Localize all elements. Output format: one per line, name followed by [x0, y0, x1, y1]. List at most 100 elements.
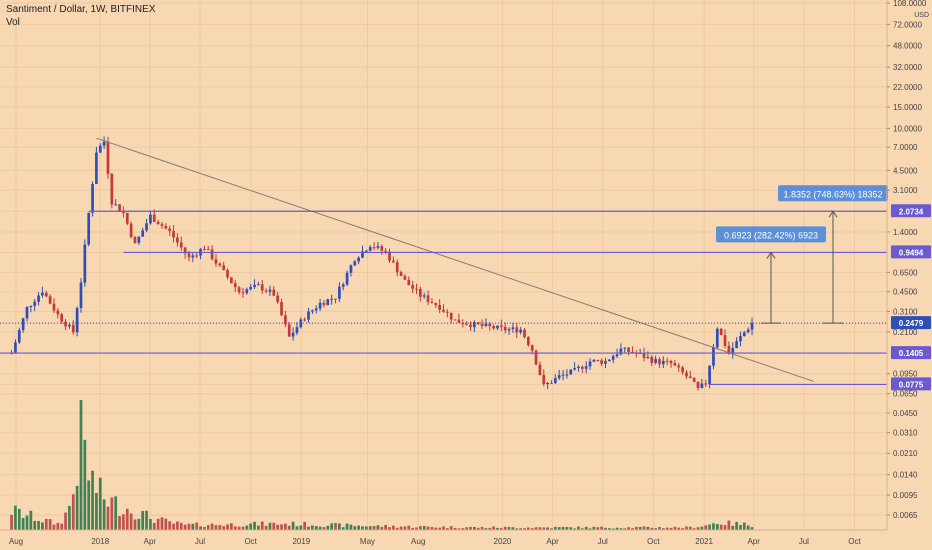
volume-indicator-label[interactable]: Vol: [6, 17, 20, 28]
candle-body: [376, 246, 380, 248]
volume-bar: [638, 526, 642, 530]
measure-label-box: [778, 185, 888, 202]
volume-bar: [71, 494, 75, 530]
volume-bar: [79, 400, 83, 530]
price-tick-label: 72.0000: [893, 20, 922, 29]
candle-body: [727, 346, 731, 354]
time-tick-label: Oct: [244, 537, 257, 546]
volume-bar: [415, 527, 418, 530]
volume-bar: [642, 526, 646, 530]
candle-body: [681, 367, 684, 373]
volume-bar: [226, 524, 229, 530]
candle-body: [307, 311, 310, 320]
candle-body: [133, 236, 137, 243]
volume-bar: [419, 526, 422, 530]
candle-body: [534, 350, 538, 365]
candle-body: [10, 353, 13, 355]
candle-body: [499, 325, 503, 327]
candle-body: [237, 287, 241, 293]
price-axis-badge: [891, 316, 931, 330]
volume-bar: [623, 528, 627, 530]
volume-bar: [318, 526, 322, 530]
volume-bar: [403, 526, 407, 530]
volume-bar: [95, 493, 98, 530]
candle-body: [280, 302, 283, 316]
volume-bar: [179, 522, 183, 530]
candle-body: [457, 319, 461, 323]
volume-bar: [191, 523, 195, 530]
candle-body: [546, 382, 549, 385]
volume-bar: [384, 524, 388, 530]
time-axis: Aug 2018 Apr Jul Oct 2019 May Aug 2020 Apr Jul Oct 2…: [0, 529, 887, 546]
price-tick-label: 4.5000: [893, 166, 918, 175]
candle-body: [419, 288, 422, 297]
volume-bar: [311, 525, 314, 530]
candle-body: [596, 359, 600, 361]
volume-bar: [511, 527, 515, 530]
symbol-title[interactable]: Santiment / Dollar, 1W, BITFINEX: [6, 4, 156, 15]
candle-body: [411, 285, 414, 289]
volume-bar: [145, 510, 148, 530]
volume-bar: [272, 522, 276, 530]
candle-body: [704, 383, 708, 385]
candle-body: [149, 214, 152, 224]
candle-body: [627, 347, 630, 352]
time-tick-label: May: [360, 537, 375, 546]
price-axis-badge-label: 0.0775: [899, 380, 924, 389]
volume-bar: [712, 523, 715, 530]
volume-bar: [480, 526, 484, 530]
volume-bar: [661, 528, 665, 530]
volume-bar: [526, 527, 530, 530]
measure-label-box: [716, 226, 826, 243]
measure-label: 0.6923 (282.42%) 6923: [724, 230, 818, 240]
volume-bar: [673, 526, 677, 530]
volume-bar: [264, 525, 268, 530]
candle-body: [492, 326, 495, 329]
candle-body: [515, 327, 519, 333]
time-tick-label: Jul: [598, 537, 608, 546]
volume-bar: [719, 524, 723, 530]
price-tick-label: 32.0000: [893, 63, 922, 72]
candle-body: [623, 347, 627, 349]
volume-bar: [484, 528, 488, 530]
volume-bar: [164, 518, 168, 530]
candle-body: [395, 262, 399, 273]
volume-bar: [627, 527, 630, 530]
volume-bar: [307, 526, 310, 530]
candle-body: [260, 284, 264, 291]
volume-bar: [650, 527, 654, 530]
candle-body: [214, 259, 218, 264]
volume-bar: [110, 497, 114, 530]
candle-body: [183, 247, 187, 254]
volume-bar: [129, 513, 133, 530]
price-tick-label: 0.3100: [893, 307, 918, 316]
candle-body: [230, 277, 233, 284]
candle-body: [141, 230, 145, 237]
volume-bar: [257, 525, 260, 530]
candle-body: [438, 305, 441, 310]
volume-bar: [407, 525, 411, 530]
volume-bar: [399, 526, 403, 530]
time-tick-label: Apr: [747, 537, 760, 546]
candle-body: [530, 345, 534, 351]
volume-bars: [10, 400, 754, 530]
candle-body: [95, 152, 98, 184]
volume-bar: [584, 526, 588, 530]
volume-bar: [607, 528, 611, 530]
candle-body: [503, 326, 507, 331]
candle-body: [692, 378, 696, 382]
candle-body: [98, 145, 102, 153]
candle-body: [195, 255, 199, 257]
volume-bar: [742, 522, 746, 530]
candle-body: [442, 309, 445, 312]
candle-body: [715, 328, 719, 348]
volume-bar: [14, 505, 17, 530]
candle-body: [665, 360, 669, 362]
volume-bar: [376, 525, 380, 530]
price-tick-label: 0.2100: [893, 328, 918, 337]
volume-bar: [442, 526, 445, 530]
volume-bar: [206, 525, 210, 530]
price-tick-label: 3.1000: [893, 186, 918, 195]
